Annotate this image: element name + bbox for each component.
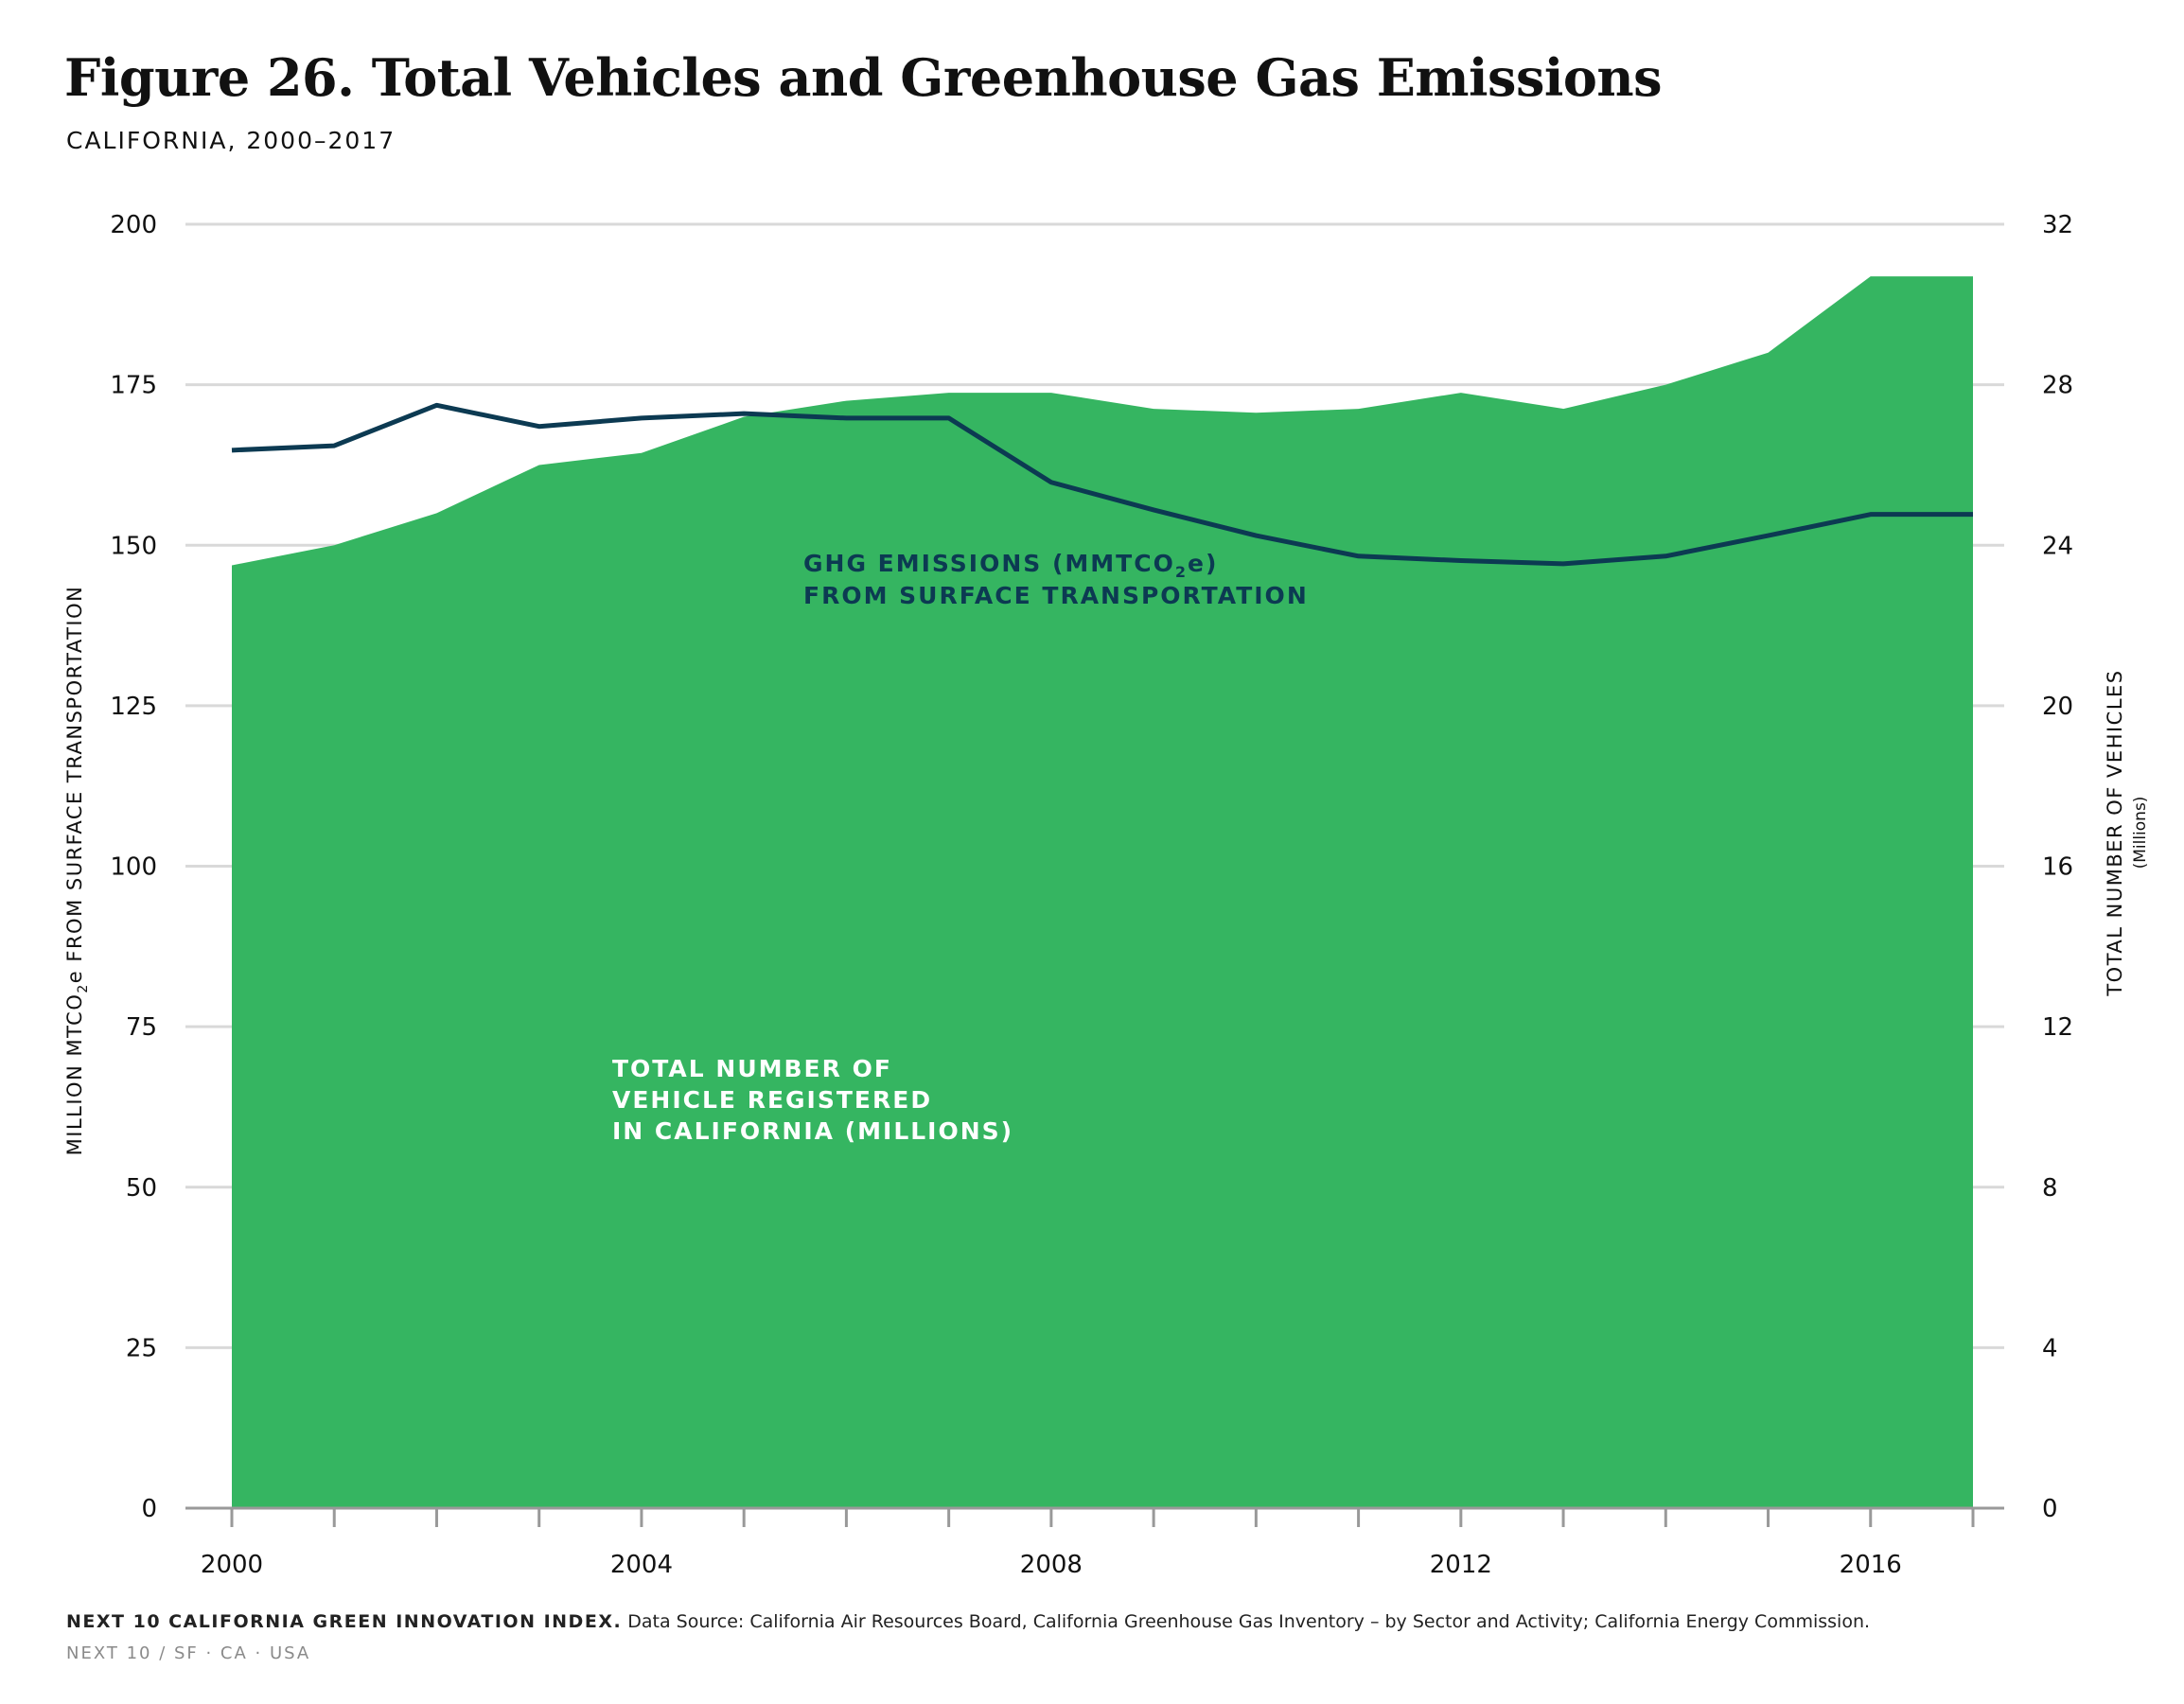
left-tick-label: 175 [110, 372, 157, 400]
left-tick-label: 25 [126, 1334, 157, 1362]
ghg-series-annotation: GHG EMISSIONS (MMTCO2e) FROM SURFACE TRA… [803, 550, 1309, 609]
x-tick-label: 2008 [1020, 1551, 1083, 1579]
left-axis-label-main: MILLION MTCO [63, 993, 86, 1156]
footer-source-text: Data Source: California Air Resources Bo… [627, 1611, 1871, 1632]
left-tick-label: 100 [110, 853, 157, 882]
right-tick-label: 12 [2042, 1013, 2073, 1042]
left-tick-label: 125 [110, 693, 157, 721]
right-tick-label: 8 [2042, 1174, 2058, 1203]
left-tick-label: 0 [141, 1495, 157, 1523]
left-tick-label: 200 [110, 211, 157, 239]
right-axis-ticks: 0 4 8 12 16 20 24 28 32 [2042, 211, 2073, 1523]
ghg-annotation-sub: 2 [1175, 563, 1188, 581]
left-axis-label: MILLION MTCO2e FROM SURFACE TRANSPORTATI… [63, 586, 91, 1156]
x-axis-ticks: 2000 2004 2008 2012 2016 [201, 1508, 1975, 1579]
right-axis-sublabel: (Millions) [2131, 797, 2150, 870]
vehicles-annotation-line1: TOTAL NUMBER OF [612, 1055, 892, 1082]
x-tick-label: 2000 [201, 1551, 263, 1579]
right-tick-label: 28 [2042, 372, 2073, 400]
ghg-annotation-line1: GHG EMISSIONS (MMTCO [803, 550, 1175, 577]
footer-brand: NEXT 10 CALIFORNIA GREEN INNOVATION INDE… [66, 1611, 623, 1632]
footer-org: NEXT 10 / SF · CA · USA [66, 1643, 311, 1663]
right-tick-label: 16 [2042, 853, 2073, 882]
vehicles-annotation-line2: VEHICLE REGISTERED [612, 1086, 932, 1114]
vehicles-area [232, 276, 1973, 1508]
ghg-emissions-line [231, 402, 1973, 567]
left-axis-ticks: 0 25 50 75 100 125 150 175 200 [110, 211, 157, 1523]
left-axis-label-rest: e FROM SURFACE TRANSPORTATION [63, 586, 86, 984]
ghg-annotation-line2: FROM SURFACE TRANSPORTATION [803, 582, 1309, 609]
left-tick-label: 50 [126, 1174, 157, 1203]
left-tick-label: 150 [110, 532, 157, 560]
right-tick-label: 20 [2042, 693, 2073, 721]
left-tick-label: 75 [126, 1013, 157, 1042]
right-tick-label: 24 [2042, 532, 2073, 560]
ghg-annotation-rest: e) [1188, 550, 1218, 577]
right-axis-label: TOTAL NUMBER OF VEHICLES [2104, 669, 2126, 996]
left-axis-label-sub: 2 [76, 983, 91, 993]
vehicles-annotation-line3: IN CALIFORNIA (MILLIONS) [612, 1117, 1013, 1145]
right-tick-label: 0 [2042, 1495, 2058, 1523]
right-tick-label: 32 [2042, 211, 2073, 239]
chart-subtitle: CALIFORNIA, 2000–2017 [66, 127, 396, 154]
footer-source: NEXT 10 CALIFORNIA GREEN INNOVATION INDE… [66, 1611, 1870, 1632]
vehicles-series-annotation: TOTAL NUMBER OF VEHICLE REGISTERED IN CA… [612, 1055, 1013, 1145]
x-tick-label: 2004 [610, 1551, 673, 1579]
x-tick-label: 2012 [1430, 1551, 1492, 1579]
chart-title: Figure 26. Total Vehicles and Greenhouse… [64, 47, 1663, 108]
x-tick-label: 2016 [1840, 1551, 1902, 1579]
right-tick-label: 4 [2042, 1334, 2058, 1362]
